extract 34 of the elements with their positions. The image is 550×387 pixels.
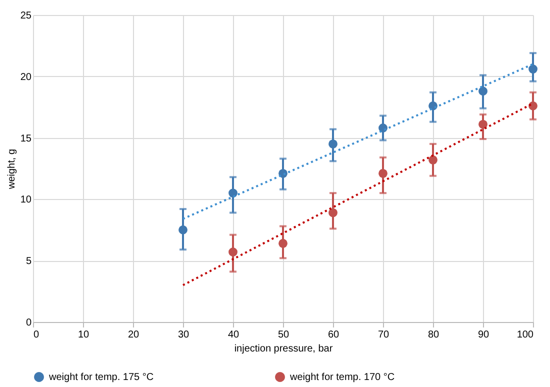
x-tick-label: 30 bbox=[178, 330, 190, 340]
x-tick-label: 90 bbox=[478, 330, 490, 340]
point bbox=[478, 120, 488, 129]
x-tick-label: 10 bbox=[78, 330, 90, 340]
point bbox=[328, 139, 338, 148]
x-tick-label: 20 bbox=[128, 330, 140, 340]
y-tick-label: 15 bbox=[20, 133, 32, 144]
point bbox=[228, 248, 238, 256]
point bbox=[428, 155, 438, 164]
point bbox=[278, 238, 288, 248]
x-tick-label: 70 bbox=[378, 330, 390, 340]
x-tick-label: 80 bbox=[428, 330, 440, 340]
x-axis-title: injection pressure, bar bbox=[234, 344, 334, 354]
x-tick-label: 50 bbox=[278, 330, 290, 340]
y-tick-label: 0 bbox=[26, 318, 32, 328]
point bbox=[528, 64, 538, 74]
point bbox=[228, 188, 238, 198]
point bbox=[478, 86, 488, 96]
y-tick-label: 5 bbox=[26, 256, 32, 268]
point bbox=[378, 124, 388, 132]
x-tick-label: 60 bbox=[328, 330, 340, 340]
y-tick-label: 20 bbox=[20, 72, 32, 83]
point bbox=[378, 168, 388, 178]
legend-label: weight for temp. 170 °C bbox=[289, 372, 395, 383]
point bbox=[178, 225, 188, 234]
y-tick-label: 10 bbox=[20, 194, 32, 206]
point bbox=[528, 101, 538, 110]
legend-label: weight for temp. 175 °C bbox=[48, 372, 154, 383]
point bbox=[328, 208, 338, 218]
y-axis-title: weight, g bbox=[6, 148, 18, 190]
x-tick-label: 40 bbox=[228, 330, 240, 340]
x-tick-label: 100 bbox=[516, 330, 534, 340]
y-tick-label: 25 bbox=[20, 10, 32, 22]
x-tick-label: 0 bbox=[34, 330, 40, 340]
